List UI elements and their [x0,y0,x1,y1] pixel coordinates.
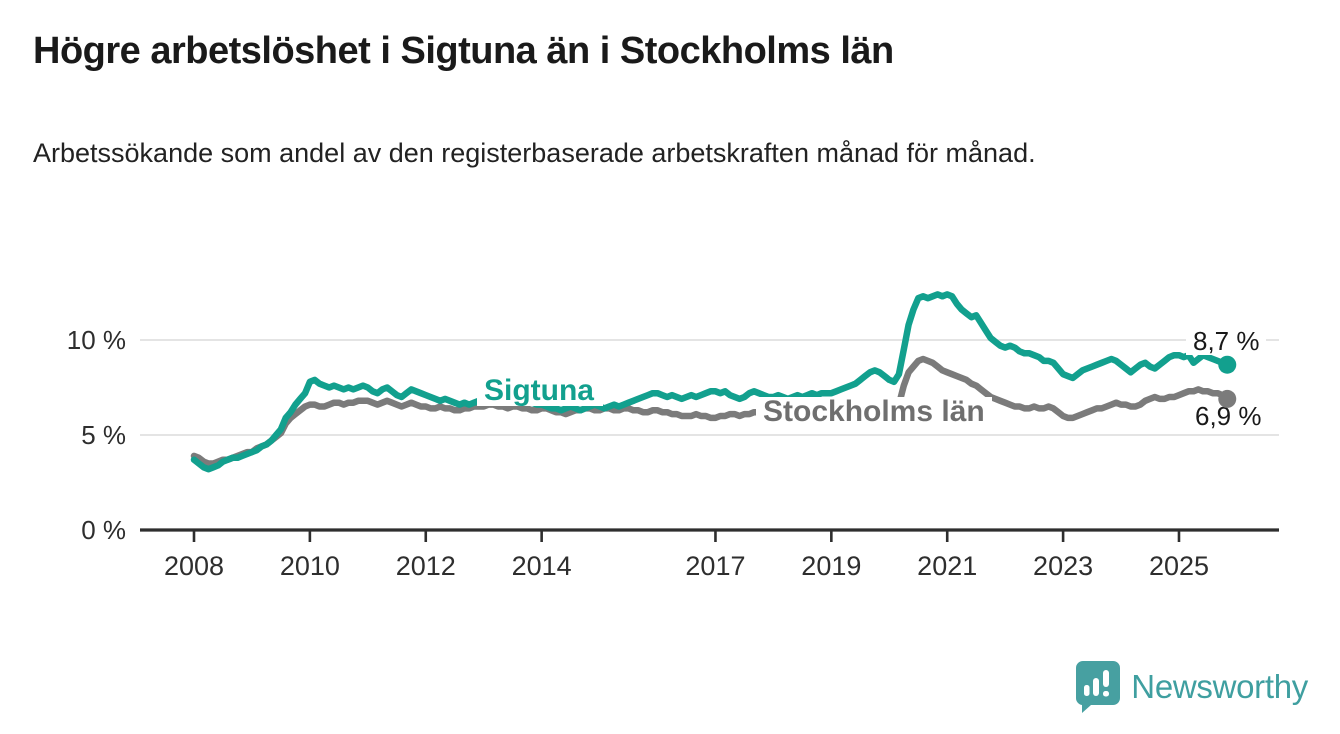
y-axis-tick-label: 5 % [81,420,126,450]
page-title: Högre arbetslöshet i Sigtuna än i Stockh… [33,30,894,72]
x-axis-tick-label: 2025 [1149,551,1209,581]
x-axis-tick-label: 2019 [801,551,861,581]
series-line-stockholms-lan [190,355,1231,467]
x-axis-tick-label: 2023 [1033,551,1093,581]
series-inline-label: Stockholms län [763,395,985,428]
newsworthy-logo-text: Newsworthy [1131,668,1308,705]
page-subtitle: Arbetssökande som andel av den registerb… [33,138,1036,168]
series-end-dot-sigtuna [1218,355,1237,374]
series-label-mask [756,397,992,428]
y-axis-tick-label: 10 % [67,325,126,355]
newsworthy-chart-bubble-icon [1076,661,1121,713]
series-inline-label: Sigtuna [484,374,594,407]
end-value-label-mask [1186,327,1266,355]
x-axis-tick-label: 2017 [685,551,745,581]
y-axis-tick-label: 0 % [81,515,126,545]
x-axis-tick-label: 2014 [512,551,572,581]
series-line-sigtuna [190,291,1231,473]
x-axis-tick-label: 2008 [164,551,224,581]
x-axis-tick-label: 2012 [396,551,456,581]
series-end-dot-stockholms-lan [1218,389,1237,408]
x-axis-tick-label: 2010 [280,551,340,581]
end-value-label: 8,7 % [1193,326,1260,356]
x-axis-tick-label: 2021 [917,551,977,581]
newsworthy-logo: Newsworthy [1075,660,1308,714]
series-label-mask [477,372,603,406]
